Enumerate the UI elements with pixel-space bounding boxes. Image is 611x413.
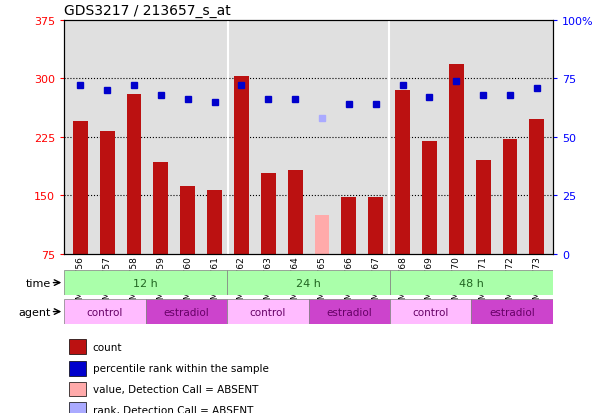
Bar bbox=[207, 190, 222, 254]
Bar bbox=[69, 361, 86, 376]
Bar bbox=[530, 119, 544, 254]
Bar bbox=[395, 91, 410, 254]
Text: GDS3217 / 213657_s_at: GDS3217 / 213657_s_at bbox=[64, 4, 231, 18]
Bar bbox=[145, 299, 227, 324]
Bar bbox=[449, 65, 464, 254]
Text: 12 h: 12 h bbox=[133, 278, 158, 288]
Bar bbox=[69, 402, 86, 413]
Bar bbox=[234, 77, 249, 254]
Bar bbox=[422, 141, 437, 254]
Text: 24 h: 24 h bbox=[296, 278, 321, 288]
Bar bbox=[64, 271, 227, 295]
Bar bbox=[309, 299, 390, 324]
Text: rank, Detection Call = ABSENT: rank, Detection Call = ABSENT bbox=[92, 405, 253, 413]
Text: estradiol: estradiol bbox=[164, 307, 209, 317]
Text: time: time bbox=[25, 278, 51, 288]
Bar bbox=[227, 299, 309, 324]
Bar bbox=[126, 95, 141, 254]
Text: count: count bbox=[92, 342, 122, 352]
Bar bbox=[227, 271, 390, 295]
Text: value, Detection Call = ABSENT: value, Detection Call = ABSENT bbox=[92, 384, 258, 394]
Bar bbox=[368, 197, 383, 254]
Bar bbox=[153, 162, 168, 254]
Bar bbox=[180, 186, 195, 254]
Text: estradiol: estradiol bbox=[326, 307, 372, 317]
Bar bbox=[476, 161, 491, 254]
Text: 48 h: 48 h bbox=[459, 278, 484, 288]
Bar bbox=[342, 197, 356, 254]
Bar bbox=[261, 174, 276, 254]
Bar bbox=[288, 171, 302, 254]
Bar bbox=[472, 299, 553, 324]
Bar bbox=[390, 271, 553, 295]
Bar bbox=[100, 132, 114, 254]
Bar bbox=[69, 339, 86, 354]
Bar bbox=[503, 140, 518, 254]
Text: control: control bbox=[412, 307, 449, 317]
Text: control: control bbox=[250, 307, 286, 317]
Text: estradiol: estradiol bbox=[489, 307, 535, 317]
Bar bbox=[69, 382, 86, 396]
Bar bbox=[64, 299, 145, 324]
Bar bbox=[390, 299, 472, 324]
Text: percentile rank within the sample: percentile rank within the sample bbox=[92, 363, 268, 373]
Bar bbox=[73, 122, 87, 254]
Text: control: control bbox=[87, 307, 123, 317]
Text: agent: agent bbox=[18, 307, 51, 317]
Bar bbox=[315, 215, 329, 254]
